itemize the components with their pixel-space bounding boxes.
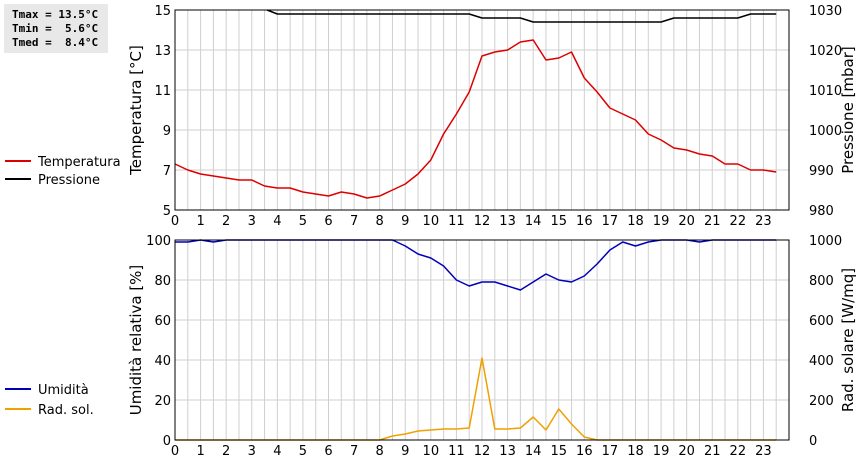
x-tick-label: 12 [474, 444, 491, 459]
y-tick-label-left: 60 [154, 314, 171, 329]
temperature-axis-label: Temperatura [°C] [127, 45, 145, 176]
x-tick-label: 18 [627, 214, 644, 229]
stats-box: Tmax = 13.5°C Tmin = 5.6°C Tmed = 8.4°C [4, 4, 108, 53]
x-tick-label: 3 [248, 214, 256, 229]
x-tick-label: 1 [196, 444, 204, 459]
humidity-chart-grid [175, 239, 789, 441]
y-tick-label-left: 11 [154, 84, 171, 99]
y-tick-label-right: 200 [809, 394, 834, 409]
x-tick-label: 2 [222, 444, 230, 459]
legend-pressure-label: Pressione [38, 173, 100, 188]
temperature-line [174, 39, 777, 199]
x-tick-label: 9 [401, 444, 409, 459]
y-tick-label-left: 15 [154, 4, 171, 19]
y-tick-label-left: 13 [154, 44, 171, 59]
tmed-value: Tmed = 8.4°C [12, 36, 99, 49]
x-tick-label: 21 [704, 214, 721, 229]
humidity-chart-ticks: 0 1 2 3 4 5 6 7 8 9 10 11 12 13 14 15 16 17 18 19 20 21 22 2302… [146, 234, 842, 459]
x-tick-label: 12 [474, 214, 491, 229]
x-tick-label: 13 [499, 214, 516, 229]
x-tick-label: 4 [273, 444, 281, 459]
x-tick-label: 22 [730, 444, 747, 459]
x-tick-label: 13 [499, 444, 516, 459]
pressure-line [266, 9, 777, 23]
x-tick-label: 16 [576, 444, 593, 459]
y-tick-label-left: 40 [154, 354, 171, 369]
x-tick-label: 9 [401, 214, 409, 229]
y-tick-label-left: 20 [154, 394, 171, 409]
x-tick-label: 14 [525, 214, 542, 229]
x-tick-label: 15 [550, 444, 567, 459]
x-tick-label: 8 [376, 214, 384, 229]
x-tick-label: 15 [550, 214, 567, 229]
y-tick-label-right: 0 [809, 434, 817, 449]
x-tick-label: 21 [704, 444, 721, 459]
y-tick-label-right: 1000 [809, 234, 842, 249]
y-tick-label-left: 9 [163, 124, 171, 139]
legend-temperature-label: Temperatura [37, 155, 121, 170]
tmin-value: Tmin = 5.6°C [12, 22, 99, 35]
pressure-axis-label: Pressione [mbar] [839, 46, 857, 174]
temperature-chart-grid [175, 9, 789, 211]
y-tick-label-left: 100 [146, 234, 171, 249]
y-tick-label-right: 1010 [809, 84, 842, 99]
humidity-chart-series [175, 239, 777, 441]
x-tick-label: 0 [171, 444, 179, 459]
y-tick-label-left: 7 [163, 164, 171, 179]
x-tick-label: 10 [423, 444, 440, 459]
humidity-line [175, 239, 777, 291]
temperature-chart-ticks: 0 1 2 3 4 5 6 7 8 9 10 11 12 13 14 15 16 17 18 19 20 21 22 2357… [154, 4, 842, 229]
x-tick-label: 19 [653, 444, 670, 459]
x-tick-label: 3 [248, 444, 256, 459]
x-tick-label: 8 [376, 444, 384, 459]
x-tick-label: 19 [653, 214, 670, 229]
y-tick-label-left: 5 [163, 204, 171, 219]
x-tick-label: 17 [602, 214, 619, 229]
tmax-value: Tmax = 13.5°C [12, 8, 99, 21]
radiation-line [175, 357, 777, 441]
x-tick-label: 4 [273, 214, 281, 229]
y-tick-label-right: 1000 [809, 124, 842, 139]
x-tick-label: 22 [730, 214, 747, 229]
legend-humidity-label: Umidità [38, 383, 89, 398]
y-tick-label-right: 800 [809, 274, 834, 289]
x-tick-label: 6 [324, 444, 332, 459]
x-tick-label: 6 [324, 214, 332, 229]
x-tick-label: 0 [171, 214, 179, 229]
x-tick-label: 23 [755, 444, 772, 459]
x-tick-label: 17 [602, 444, 619, 459]
y-tick-label-right: 1020 [809, 44, 842, 59]
humidity-axis-label: Umidità relativa [%] [127, 265, 145, 416]
temperature-chart-frame [174, 9, 790, 211]
y-tick-label-right: 600 [809, 314, 834, 329]
x-tick-label: 5 [299, 214, 307, 229]
legend-radiation-label: Rad. sol. [38, 403, 94, 418]
x-tick-label: 7 [350, 444, 358, 459]
x-tick-label: 2 [222, 214, 230, 229]
x-tick-label: 20 [678, 444, 695, 459]
y-tick-label-left: 80 [154, 274, 171, 289]
x-tick-label: 16 [576, 214, 593, 229]
x-tick-label: 14 [525, 444, 542, 459]
x-tick-label: 20 [678, 214, 695, 229]
y-tick-label-right: 990 [809, 164, 834, 179]
y-tick-label-right: 980 [809, 204, 834, 219]
x-tick-label: 5 [299, 444, 307, 459]
radiation-axis-label: Rad. solare [W/mq] [839, 268, 857, 412]
y-tick-label-right: 1030 [809, 4, 842, 19]
y-tick-label-right: 400 [809, 354, 834, 369]
x-tick-label: 10 [423, 214, 440, 229]
x-tick-label: 11 [448, 214, 465, 229]
x-tick-label: 7 [350, 214, 358, 229]
y-tick-label-left: 0 [163, 434, 171, 449]
x-tick-label: 1 [196, 214, 204, 229]
x-tick-label: 23 [755, 214, 772, 229]
humidity-chart-frame [174, 239, 790, 441]
temperature-chart-series [174, 9, 777, 199]
x-tick-label: 18 [627, 444, 644, 459]
x-tick-label: 11 [448, 444, 465, 459]
